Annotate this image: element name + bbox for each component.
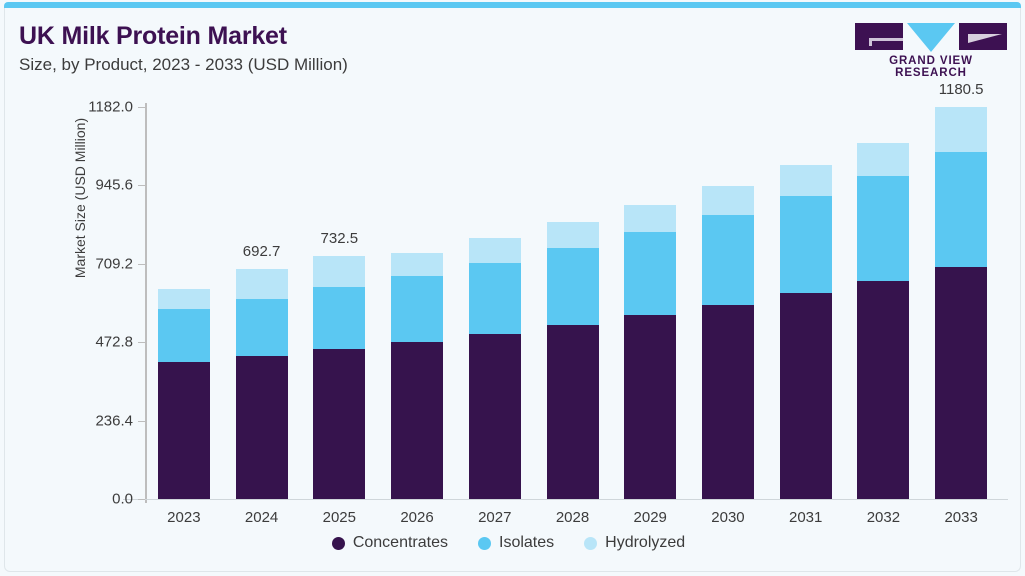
logo-r-icon <box>959 23 1007 50</box>
y-axis-tick-mark <box>138 420 145 422</box>
x-axis-tick-label: 2032 <box>866 509 901 526</box>
bar-segment[interactable] <box>779 195 832 293</box>
logo-wordmark: GRAND VIEW RESEARCH <box>889 55 973 79</box>
accent-top-bar <box>4 2 1021 9</box>
bar-segment[interactable] <box>468 238 521 263</box>
legend-label: Concentrates <box>352 534 448 551</box>
y-axis-line <box>145 103 147 503</box>
bar-segment[interactable] <box>235 269 288 300</box>
bar-segment[interactable] <box>546 221 599 248</box>
bar-segment[interactable] <box>935 107 988 153</box>
logo-v-triangle-icon <box>907 23 955 52</box>
bar-segment[interactable] <box>701 304 754 499</box>
bar-segment[interactable] <box>857 175 910 281</box>
x-axis-line <box>123 499 1008 500</box>
y-axis-tick-mark <box>138 263 145 265</box>
bar-segment[interactable] <box>468 333 521 499</box>
y-axis-tick-mark <box>138 185 145 187</box>
y-axis-tick-label: 0.0 <box>112 490 133 508</box>
legend-swatch-icon <box>478 536 491 550</box>
y-axis-tick-label: 236.4 <box>95 412 133 430</box>
bar-total-label: 732.5 <box>320 230 359 248</box>
x-axis-tick-label: 2026 <box>400 509 434 526</box>
logo-marks <box>855 21 1007 52</box>
bar-segment[interactable] <box>935 152 988 267</box>
x-axis-tick-label: 2025 <box>322 509 356 526</box>
x-axis-tick-label: 2030 <box>711 509 745 526</box>
x-axis-tick-label: 2029 <box>633 509 667 526</box>
x-axis-tick-label: 2028 <box>555 509 590 526</box>
legend-item-hydrolyzed[interactable]: Hydrolyzed <box>584 534 685 552</box>
bar-segment[interactable] <box>235 356 288 499</box>
y-axis-tick-mark <box>138 499 145 500</box>
bar-segment[interactable] <box>391 342 444 499</box>
bar-segment[interactable] <box>624 204 677 233</box>
logo-g-tick <box>869 38 872 46</box>
y-axis-tick-label: 945.6 <box>95 176 133 194</box>
bar-total-label: 1180.5 <box>938 81 984 99</box>
bar-segment[interactable] <box>157 289 210 309</box>
y-axis-tick-mark <box>138 107 145 108</box>
legend-item-isolates[interactable]: Isolates <box>478 534 554 552</box>
bar-segment[interactable] <box>157 362 210 499</box>
bar-segment[interactable] <box>313 287 366 350</box>
bar-segment[interactable] <box>546 324 599 499</box>
y-axis-tick-label: 1182.0 <box>88 98 133 116</box>
bar-segment[interactable] <box>391 275 444 343</box>
bar-segment[interactable] <box>546 247 599 325</box>
y-axis-tick-mark <box>138 342 145 344</box>
bar-segment[interactable] <box>468 262 521 334</box>
page-title: UK Milk Protein Market <box>19 22 287 50</box>
bar-segment[interactable] <box>701 185 754 216</box>
legend-swatch-icon <box>584 536 598 550</box>
logo-r-wedge <box>968 34 1002 43</box>
x-axis-tick-label: 2031 <box>788 509 823 526</box>
logo-g-icon <box>855 23 903 50</box>
bar-segment[interactable] <box>935 266 988 499</box>
legend-item-concentrates[interactable]: Concentrates <box>331 534 448 552</box>
logo-g-bar <box>869 38 903 41</box>
bar-segment[interactable] <box>624 315 677 499</box>
page-subtitle: Size, by Product, 2023 - 2033 (USD Milli… <box>19 55 348 74</box>
x-axis-tick-label: 2027 <box>478 509 512 526</box>
legend-swatch-icon <box>331 536 345 550</box>
bar-total-label: 692.7 <box>242 243 281 261</box>
legend-label: Isolates <box>499 534 555 551</box>
bar-segment[interactable] <box>235 299 288 357</box>
grand-view-research-logo: GRAND VIEW RESEARCH <box>855 21 1007 79</box>
bar-segment[interactable] <box>391 253 444 276</box>
bar-segment[interactable] <box>313 256 366 288</box>
bar-segment[interactable] <box>624 232 677 316</box>
x-axis-tick-label: 2023 <box>167 509 201 526</box>
bar-segment[interactable] <box>313 349 366 499</box>
bar-segment[interactable] <box>857 143 910 176</box>
chart-legend: Concentrates Isolates Hydrolyzed <box>0 534 1017 552</box>
x-axis-tick-label: 2033 <box>944 509 978 526</box>
x-axis-tick-label: 2024 <box>244 509 279 526</box>
bar-segment[interactable] <box>779 292 832 499</box>
bar-segment[interactable] <box>701 215 754 305</box>
bar-segment[interactable] <box>857 280 910 499</box>
stacked-bar-chart: Market Size (USD Million) 0.0 236.4 472.8 7… <box>72 81 1008 526</box>
bar-segment[interactable] <box>157 308 210 363</box>
legend-label: Hydrolyzed <box>605 534 686 551</box>
bar-segment[interactable] <box>779 164 832 196</box>
y-axis-tick-label: 472.8 <box>95 333 133 351</box>
y-axis-tick-label: 709.2 <box>95 255 133 273</box>
